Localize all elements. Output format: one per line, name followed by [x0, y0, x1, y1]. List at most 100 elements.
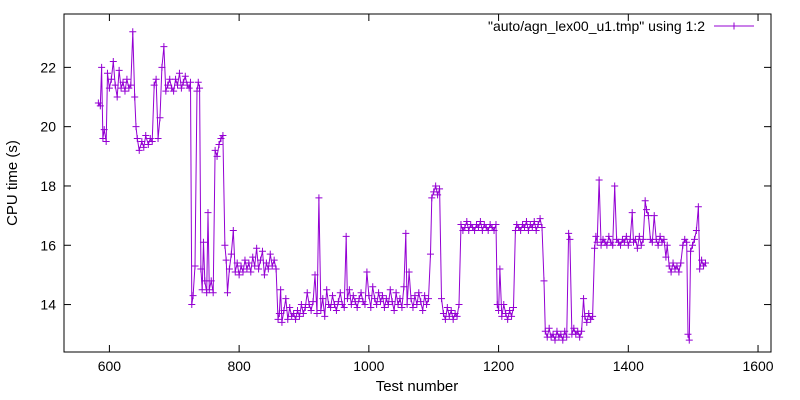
data-point — [407, 295, 415, 303]
data-point — [663, 241, 671, 249]
data-point — [166, 75, 174, 83]
data-point — [581, 312, 589, 320]
data-point — [121, 87, 129, 95]
data-point — [591, 244, 599, 252]
data-point — [493, 301, 501, 309]
data-point — [641, 197, 649, 205]
data-point — [530, 218, 538, 226]
data-point — [492, 221, 500, 229]
data-point — [239, 268, 247, 276]
data-point — [633, 244, 641, 252]
data-point — [622, 232, 630, 240]
data-point — [377, 298, 385, 306]
data-point — [307, 306, 315, 314]
data-point — [349, 292, 357, 300]
data-point — [432, 182, 440, 190]
data-point — [268, 262, 276, 270]
data-point — [679, 241, 687, 249]
data-point — [105, 84, 113, 92]
data-point — [365, 292, 373, 300]
data-point — [683, 238, 691, 246]
legend-label: "auto/agn_lex00_u1.tmp" using 1:2 — [488, 18, 705, 34]
data-point — [402, 229, 410, 237]
data-point — [270, 256, 278, 264]
data-point — [502, 309, 510, 317]
data-point — [274, 315, 282, 323]
data-point — [474, 223, 482, 231]
data-point — [541, 327, 549, 335]
data-point — [222, 256, 230, 264]
data-point — [684, 330, 692, 338]
data-point — [500, 301, 508, 309]
data-point — [290, 309, 298, 317]
x-tick-label: 1400 — [613, 358, 644, 374]
data-point — [123, 75, 131, 83]
data-point — [129, 28, 137, 36]
data-point — [198, 286, 206, 294]
data-point — [369, 283, 377, 291]
data-point — [701, 259, 709, 267]
data-point — [538, 223, 546, 231]
data-point — [264, 265, 272, 273]
data-point — [534, 221, 542, 229]
data-point — [225, 265, 233, 273]
data-point — [685, 336, 693, 344]
data-point — [696, 265, 704, 273]
data-point — [566, 235, 574, 243]
data-point — [392, 289, 400, 297]
data-point — [117, 84, 125, 92]
data-point — [148, 137, 156, 145]
data-point — [524, 226, 532, 234]
data-point — [196, 84, 204, 92]
data-point — [233, 259, 241, 267]
data-point — [292, 315, 300, 323]
data-point — [570, 324, 578, 332]
data-point — [656, 232, 664, 240]
data-point — [694, 203, 702, 211]
legend-marker — [730, 22, 738, 30]
data-point — [378, 292, 386, 300]
data-point — [211, 146, 219, 154]
data-point — [388, 298, 396, 306]
data-point — [675, 268, 683, 276]
data-point — [186, 78, 194, 86]
data-point — [215, 140, 223, 148]
data-point — [583, 318, 591, 326]
data-point — [461, 223, 469, 231]
data-point — [434, 191, 442, 199]
data-point — [253, 244, 261, 252]
data-point — [532, 226, 540, 234]
y-axis-label: CPU time (s) — [4, 140, 21, 226]
data-point — [340, 304, 348, 312]
data-point — [235, 271, 243, 279]
data-point — [177, 84, 185, 92]
data-point — [396, 295, 404, 303]
data-point — [611, 182, 619, 190]
data-point — [199, 238, 207, 246]
data-point — [628, 209, 636, 217]
data-point — [299, 309, 307, 317]
data-point — [425, 295, 433, 303]
data-point — [355, 295, 363, 303]
data-point — [315, 194, 323, 202]
data-point — [449, 315, 457, 323]
data-point — [578, 327, 586, 335]
x-tick-label: 1600 — [742, 358, 773, 374]
data-point — [443, 304, 451, 312]
data-point — [624, 241, 632, 249]
data-point — [496, 265, 504, 273]
y-tick-label: 20 — [40, 119, 56, 135]
data-point — [382, 295, 390, 303]
data-point — [191, 262, 199, 270]
data-point — [164, 81, 172, 89]
data-point — [156, 114, 164, 122]
data-point — [394, 301, 402, 309]
data-point — [280, 306, 288, 314]
data-point — [390, 306, 398, 314]
data-point — [219, 132, 227, 140]
data-point — [409, 304, 417, 312]
x-axis-label: Test number — [376, 378, 459, 395]
x-tick-label: 600 — [98, 358, 122, 374]
data-point — [175, 69, 183, 77]
